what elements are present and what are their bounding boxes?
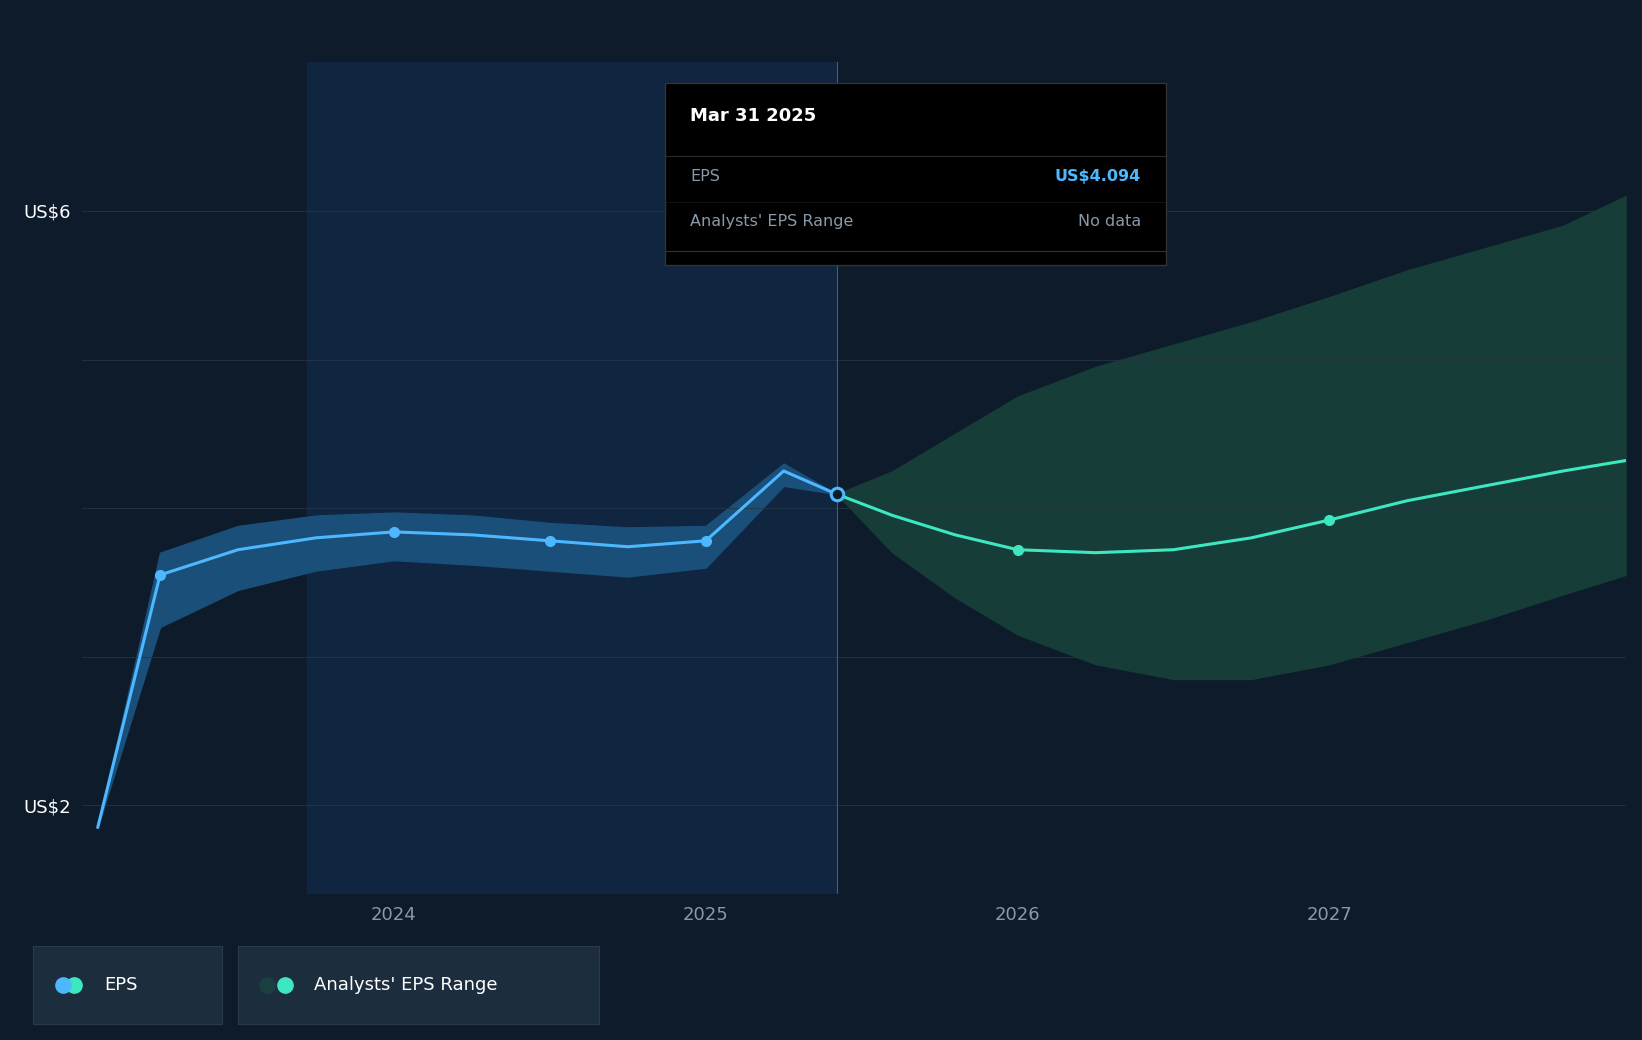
Bar xyxy=(307,62,837,894)
Text: US$4.094: US$4.094 xyxy=(1054,168,1141,184)
Text: Mar 31 2025: Mar 31 2025 xyxy=(690,107,816,125)
Text: EPS: EPS xyxy=(690,168,719,184)
Text: Analysts Forecasts: Analysts Forecasts xyxy=(852,171,1015,188)
Text: Analysts' EPS Range: Analysts' EPS Range xyxy=(314,977,498,994)
Text: EPS: EPS xyxy=(105,977,138,994)
Text: Actual: Actual xyxy=(765,171,828,188)
Text: No data: No data xyxy=(1077,214,1141,229)
Text: Analysts' EPS Range: Analysts' EPS Range xyxy=(690,214,854,229)
